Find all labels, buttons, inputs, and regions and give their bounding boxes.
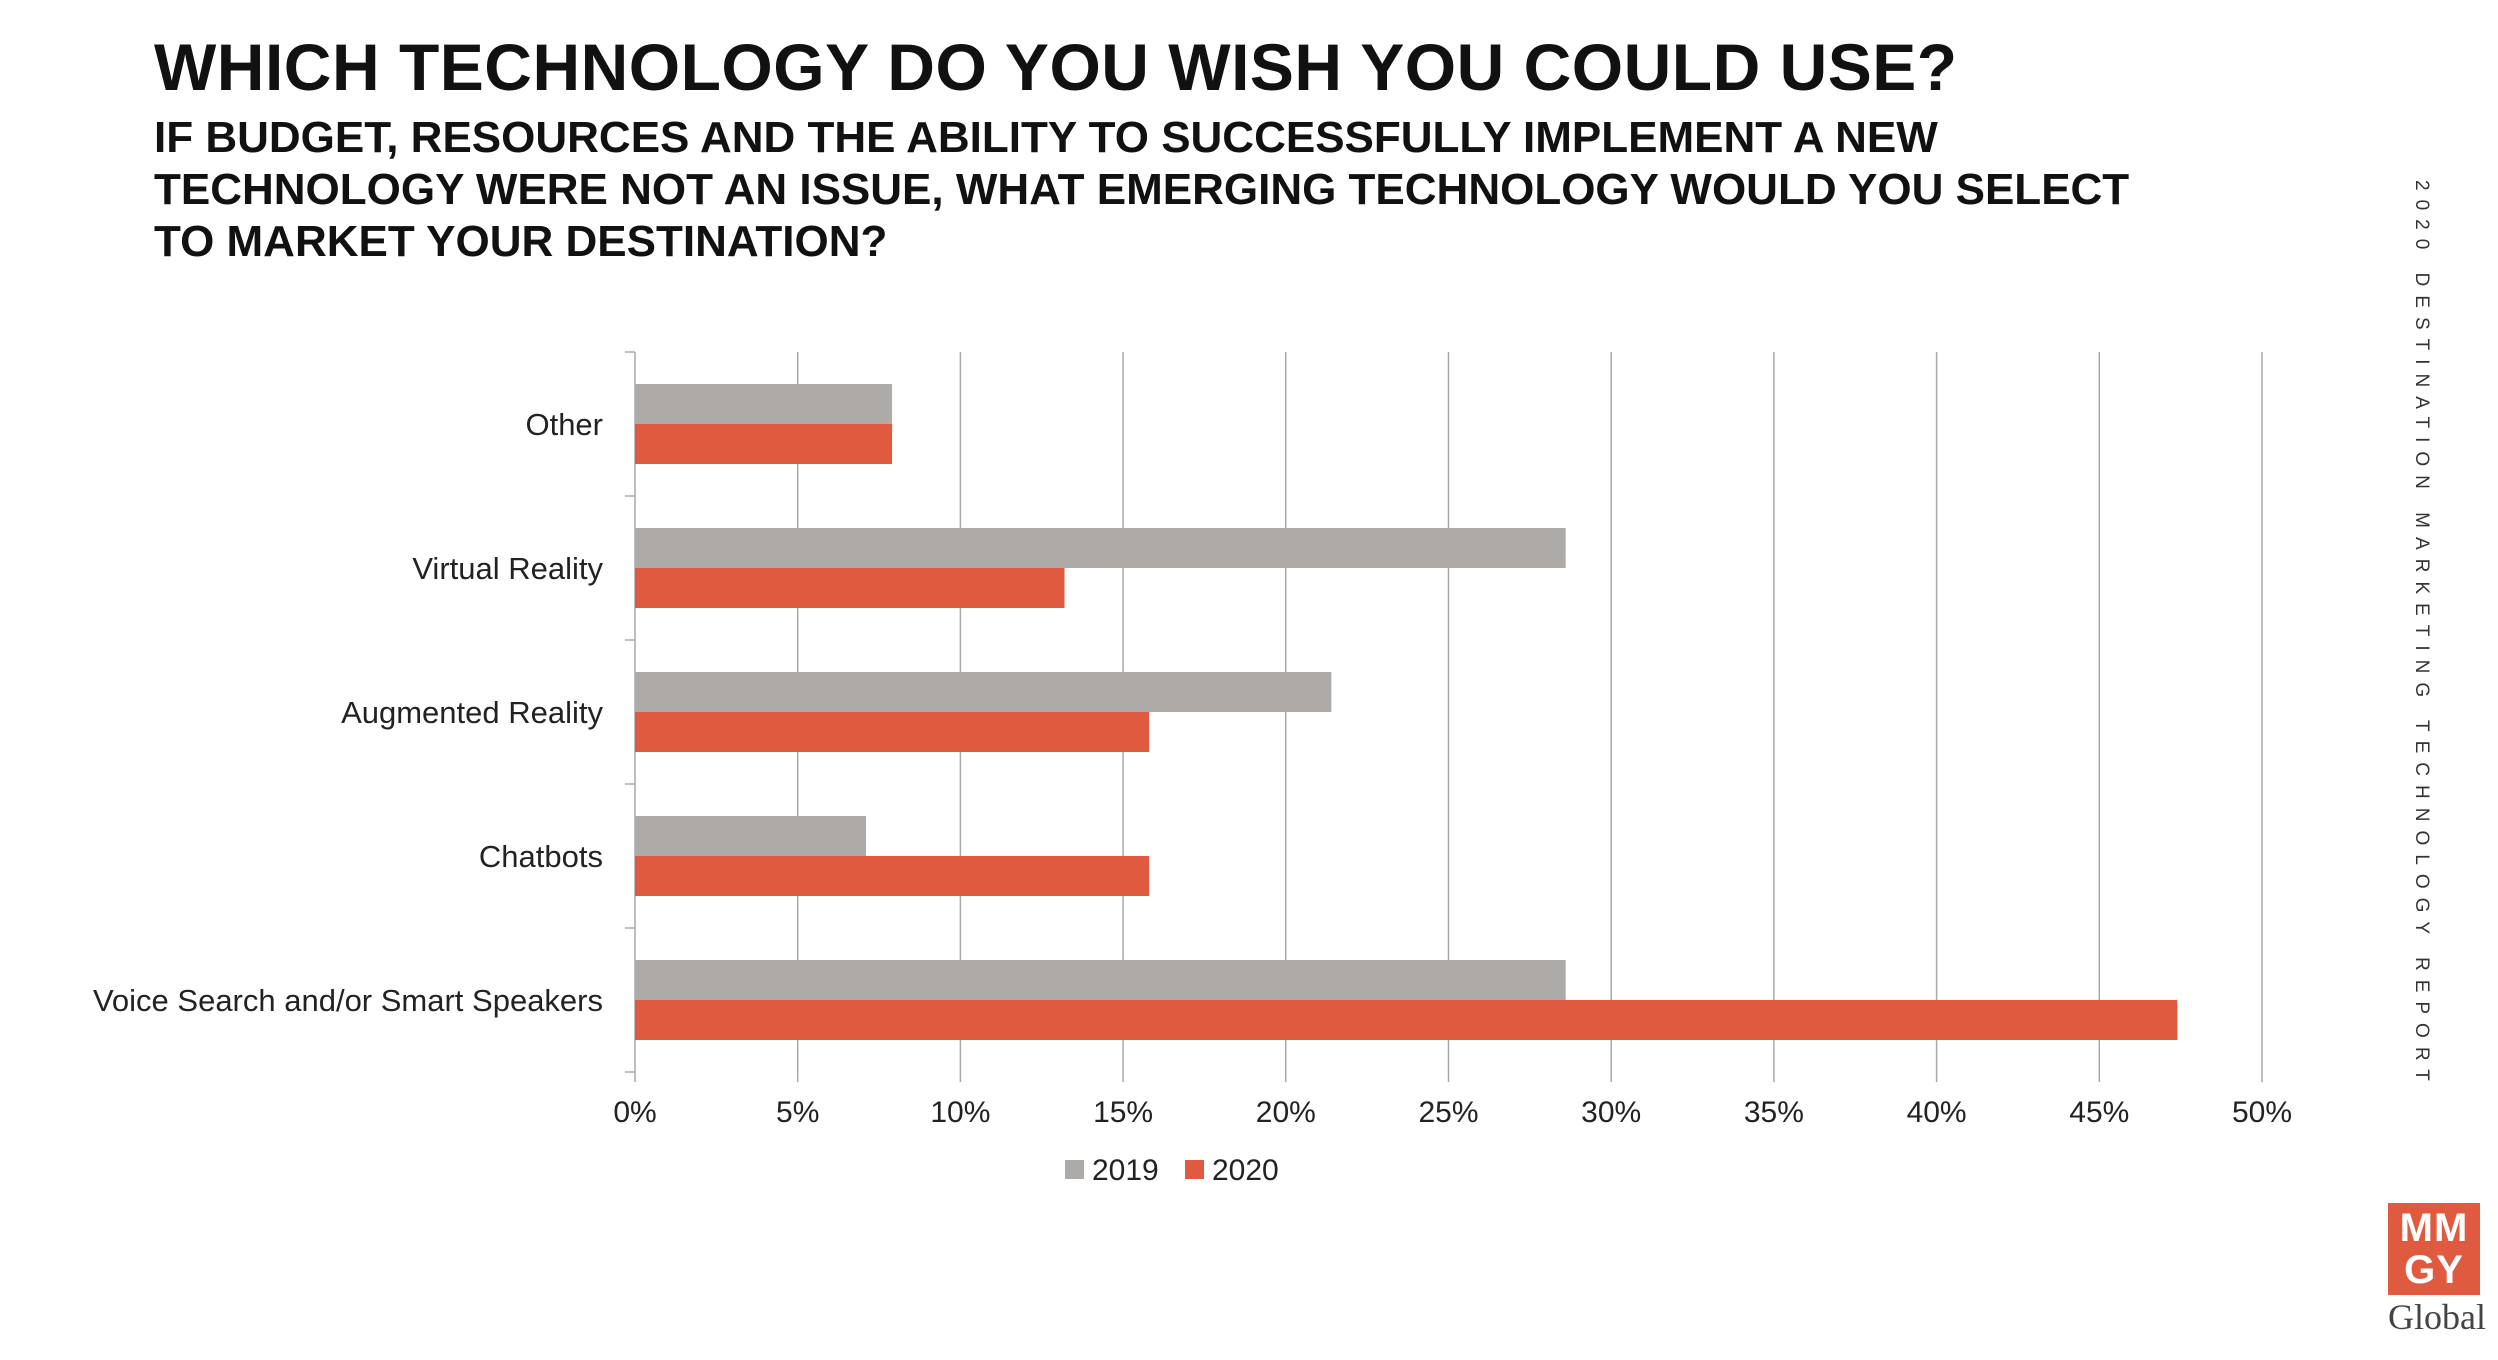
legend-swatch bbox=[1185, 1160, 1204, 1179]
x-tick-label: 45% bbox=[2069, 1096, 2129, 1129]
legend-label: 2020 bbox=[1212, 1154, 1279, 1187]
bar-2020 bbox=[635, 1000, 2178, 1040]
x-tick-label: 50% bbox=[2232, 1096, 2292, 1129]
bar-2019 bbox=[635, 960, 1566, 1000]
logo-wordmark: Global bbox=[2388, 1297, 2486, 1337]
category-label: Other bbox=[525, 407, 603, 442]
legend-swatch bbox=[1065, 1160, 1084, 1179]
category-label: Chatbots bbox=[479, 839, 603, 874]
x-tick-label: 10% bbox=[930, 1096, 990, 1129]
x-tick-label: 25% bbox=[1418, 1096, 1478, 1129]
category-label: Voice Search and/or Smart Speakers bbox=[93, 983, 603, 1018]
x-tick-label: 35% bbox=[1744, 1096, 1804, 1129]
category-label: Augmented Reality bbox=[341, 695, 603, 730]
legend-label: 2019 bbox=[1092, 1154, 1159, 1187]
logo-mark: MM GY bbox=[2388, 1203, 2480, 1295]
category-label: Virtual Reality bbox=[412, 551, 603, 586]
mmgy-logo: MM GY Global bbox=[2388, 1203, 2486, 1337]
chart-title: WHICH TECHNOLOGY DO YOU WISH YOU COULD U… bbox=[154, 30, 1958, 104]
bar-2019 bbox=[635, 816, 867, 856]
bar-2020 bbox=[635, 424, 893, 464]
bar-2020 bbox=[635, 712, 1150, 752]
x-tick-label: 0% bbox=[613, 1096, 656, 1129]
x-tick-label: 40% bbox=[1907, 1096, 1967, 1129]
bar-2019 bbox=[635, 384, 893, 424]
x-tick-label: 15% bbox=[1093, 1096, 1153, 1129]
bar-2020 bbox=[635, 568, 1065, 608]
logo-line-2: GY bbox=[2404, 1248, 2464, 1292]
x-tick-label: 20% bbox=[1256, 1096, 1316, 1129]
bar-2020 bbox=[635, 856, 1150, 896]
x-tick-label: 5% bbox=[776, 1096, 819, 1129]
bar-2019 bbox=[635, 528, 1566, 568]
logo-line-1: MM bbox=[2399, 1206, 2469, 1250]
x-tick-label: 30% bbox=[1581, 1096, 1641, 1129]
bar-2019 bbox=[635, 672, 1332, 712]
report-side-label: 2020 DESTINATION MARKETING TECHNOLOGY RE… bbox=[2411, 180, 2432, 1090]
chart-subtitle: IF BUDGET, RESOURCES AND THE ABILITY TO … bbox=[154, 113, 2130, 266]
